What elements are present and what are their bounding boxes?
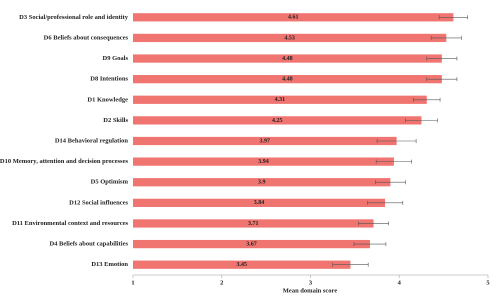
y-tick-label: D2 Skills [103, 117, 128, 124]
y-tick-label: D11 Environmental context and resources [12, 220, 128, 227]
value-label: 4.48 [282, 77, 293, 83]
value-label: 4.53 [284, 35, 295, 41]
bar [133, 178, 391, 187]
error-bar [413, 97, 441, 102]
x-tick-label: 3 [309, 279, 313, 286]
y-tick-label: D4 Beliefs about capabilities [49, 241, 128, 248]
error-bar [358, 221, 389, 226]
value-label: 3.67 [246, 241, 257, 247]
y-tick-label: D13 Emotion [91, 261, 128, 268]
error-bar [426, 56, 458, 61]
value-label: 4.25 [272, 118, 283, 124]
error-bar [376, 139, 417, 143]
value-label: 3.84 [254, 200, 265, 206]
error-bar [332, 262, 369, 267]
bar [133, 219, 374, 228]
x-tick-label: 2 [220, 279, 223, 286]
bar [133, 136, 397, 146]
y-tick-label: D6 Beliefs about consequences [44, 34, 129, 41]
error-bar [375, 159, 412, 164]
value-label: 3.97 [260, 138, 271, 144]
error-bar [438, 15, 468, 20]
y-tick-label: D14 Behavioral regulation [55, 137, 129, 144]
bar [133, 116, 422, 125]
y-tick-label: D1 Knowledge [87, 96, 128, 103]
bar [133, 75, 442, 84]
bar [133, 13, 454, 22]
x-tick-label: 4 [398, 279, 402, 286]
value-label: 4.48 [282, 56, 293, 62]
bar [133, 33, 447, 43]
bar [133, 157, 394, 166]
value-label: 3.71 [248, 221, 259, 227]
y-tick-label: D8 Intentions [90, 76, 128, 83]
bar [133, 54, 442, 63]
y-tick-label: D12 Social influences [69, 199, 128, 206]
value-label: 3.94 [258, 159, 269, 165]
x-axis-title: Mean domain score [283, 287, 338, 294]
y-tick-label: D5 Optimism [91, 179, 129, 186]
y-tick-label: D3 Social/professional role and identity [19, 14, 129, 21]
x-tick-label: 1 [131, 279, 134, 286]
error-bar [426, 77, 458, 82]
error-bar [405, 118, 438, 123]
y-tick-label: D10 Memory, attention and decision proce… [0, 158, 128, 165]
bar [133, 260, 351, 269]
y-tick-label: D9 Goals [103, 55, 129, 62]
x-tick-label: 5 [486, 279, 490, 286]
value-label: 3.45 [236, 262, 247, 268]
value-label: 3.9 [258, 180, 266, 186]
value-label: 4.61 [288, 15, 299, 21]
error-bar [374, 180, 406, 185]
bar [133, 239, 370, 249]
bar [133, 95, 427, 104]
error-bar [353, 242, 387, 247]
value-label: 4.31 [275, 97, 286, 103]
bar [133, 198, 386, 207]
error-bar [430, 35, 462, 40]
error-bar [367, 200, 404, 205]
